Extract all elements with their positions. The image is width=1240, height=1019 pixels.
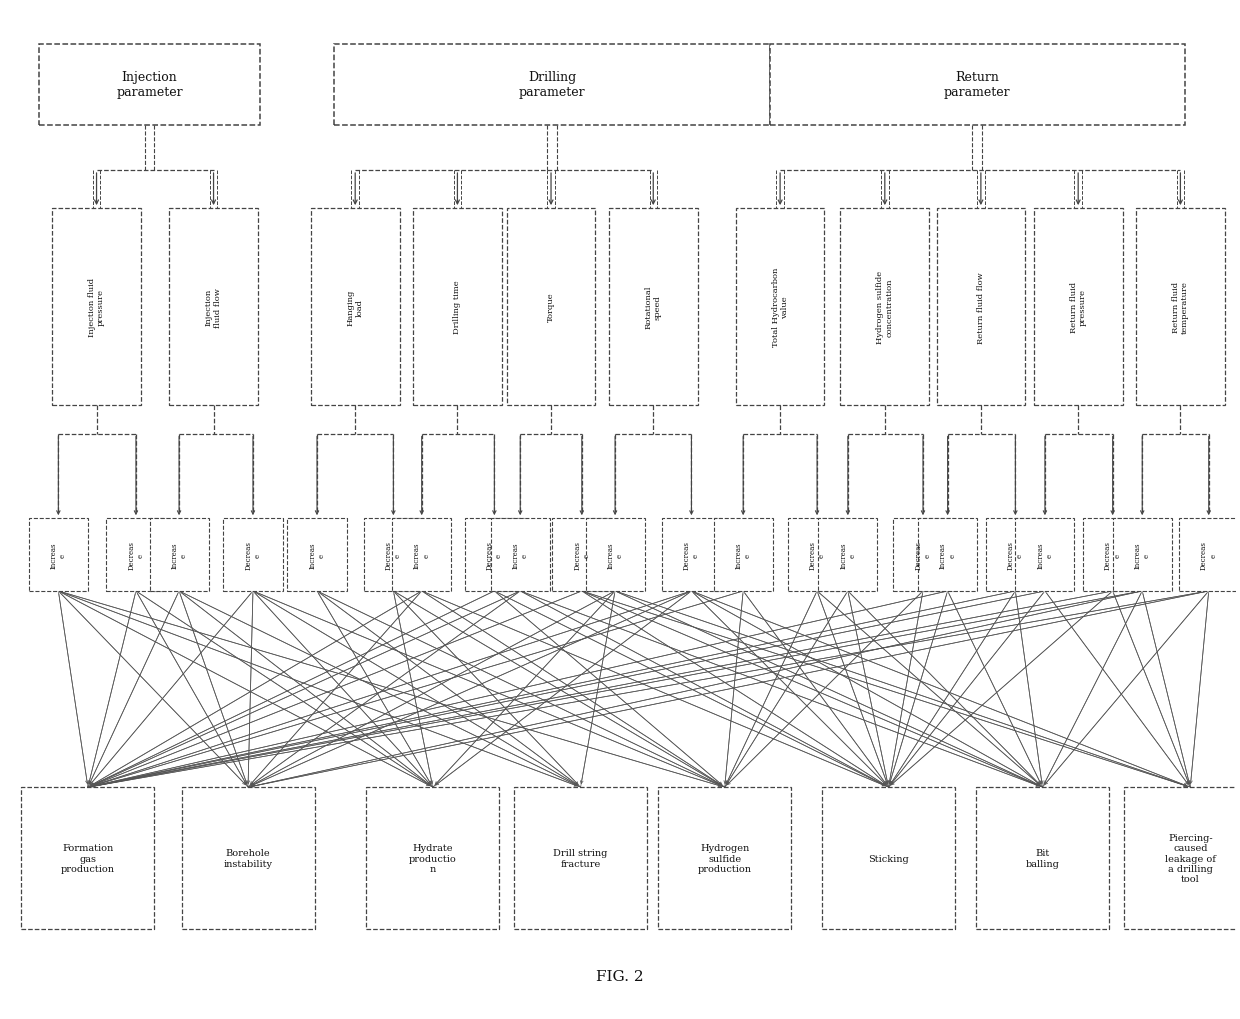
Text: Borehole
instability: Borehole instability [223, 849, 273, 868]
Bar [169, 209, 258, 406]
Text: Hydrogen
sulfide
production: Hydrogen sulfide production [698, 844, 751, 873]
Text: Increas
e: Increas e [734, 542, 751, 569]
Text: Decreas
e: Decreas e [128, 540, 145, 570]
Bar [609, 209, 698, 406]
Text: Drill string
fracture: Drill string fracture [553, 849, 608, 868]
Text: Decreas
e: Decreas e [1200, 540, 1218, 570]
Bar [1123, 788, 1240, 929]
Text: Piercing-
caused
leakage of
a drilling
tool: Piercing- caused leakage of a drilling t… [1164, 833, 1215, 883]
Bar [21, 788, 155, 929]
Text: Increas
e: Increas e [939, 542, 956, 569]
Text: Return fluid
pressure: Return fluid pressure [1070, 282, 1086, 333]
Bar [1112, 519, 1172, 591]
Bar [894, 519, 952, 591]
Bar [787, 519, 847, 591]
Text: FIG. 2: FIG. 2 [596, 969, 644, 983]
Text: Formation
gas
production: Formation gas production [61, 844, 115, 873]
Bar [1016, 519, 1075, 591]
Text: Injection
parameter: Injection parameter [117, 71, 182, 99]
Text: Total Hydrocarbon
value: Total Hydrocarbon value [771, 268, 789, 347]
Text: Rotational
speed: Rotational speed [645, 285, 662, 329]
Text: Decreas
e: Decreas e [573, 540, 590, 570]
Text: Increas
e: Increas e [50, 542, 67, 569]
Text: Hydrogen sulfide
concentration: Hydrogen sulfide concentration [877, 271, 893, 343]
Text: Decreas
e: Decreas e [914, 540, 931, 570]
Bar [311, 209, 399, 406]
Bar [976, 788, 1109, 929]
Bar [585, 519, 645, 591]
Bar [150, 519, 208, 591]
Text: Increas
e: Increas e [1037, 542, 1054, 569]
Bar [1083, 519, 1142, 591]
Text: Decreas
e: Decreas e [384, 540, 402, 570]
Bar [713, 519, 773, 591]
Text: Sticking: Sticking [868, 854, 909, 863]
Text: Return fluid flow: Return fluid flow [977, 271, 985, 343]
Text: Torque: Torque [547, 292, 556, 322]
Text: Injection fluid
pressure: Injection fluid pressure [88, 278, 105, 337]
Bar [223, 519, 283, 591]
Bar [515, 788, 647, 929]
Bar [818, 519, 878, 591]
Text: Increas
e: Increas e [170, 542, 187, 569]
Bar [413, 209, 502, 406]
Bar [392, 519, 451, 591]
Text: Increas
e: Increas e [413, 542, 430, 569]
Bar [335, 45, 770, 125]
Bar [552, 519, 611, 591]
Bar [507, 209, 595, 406]
Bar [465, 519, 525, 591]
Bar [918, 519, 977, 591]
Text: Hanging
load: Hanging load [347, 289, 363, 325]
Text: Increas
e: Increas e [309, 542, 326, 569]
Bar [822, 788, 955, 929]
Text: Injection
fluid flow: Injection fluid flow [205, 287, 222, 327]
Bar [1179, 519, 1239, 591]
Text: Increas
e: Increas e [606, 542, 624, 569]
Text: Decreas
e: Decreas e [808, 540, 826, 570]
Bar [38, 45, 260, 125]
Text: Hydrate
productio
n: Hydrate productio n [409, 844, 456, 873]
Bar [936, 209, 1025, 406]
Bar [181, 788, 315, 929]
Text: Drilling
parameter: Drilling parameter [520, 71, 585, 99]
Bar [288, 519, 346, 591]
Bar [1034, 209, 1122, 406]
Text: Increas
e: Increas e [1133, 542, 1151, 569]
Text: Decreas
e: Decreas e [683, 540, 701, 570]
Bar [29, 519, 88, 591]
Text: Drilling time: Drilling time [454, 280, 461, 334]
Bar [1136, 209, 1225, 406]
Bar [735, 209, 825, 406]
Bar [366, 788, 500, 929]
Text: Bit
balling: Bit balling [1025, 849, 1059, 868]
Text: Increas
e: Increas e [839, 542, 857, 569]
Text: Decreas
e: Decreas e [1104, 540, 1121, 570]
Bar [491, 519, 549, 591]
Text: Decreas
e: Decreas e [486, 540, 503, 570]
Bar [363, 519, 423, 591]
Bar [986, 519, 1045, 591]
Text: Return
parameter: Return parameter [944, 71, 1011, 99]
Text: Return fluid
temperature: Return fluid temperature [1172, 281, 1189, 334]
Text: Increas
e: Increas e [512, 542, 528, 569]
Text: Decreas
e: Decreas e [244, 540, 262, 570]
Bar [107, 519, 165, 591]
Bar [52, 209, 141, 406]
Bar [658, 788, 791, 929]
Bar [770, 45, 1184, 125]
Bar [841, 209, 929, 406]
Bar [662, 519, 720, 591]
Text: Decreas
e: Decreas e [1007, 540, 1024, 570]
